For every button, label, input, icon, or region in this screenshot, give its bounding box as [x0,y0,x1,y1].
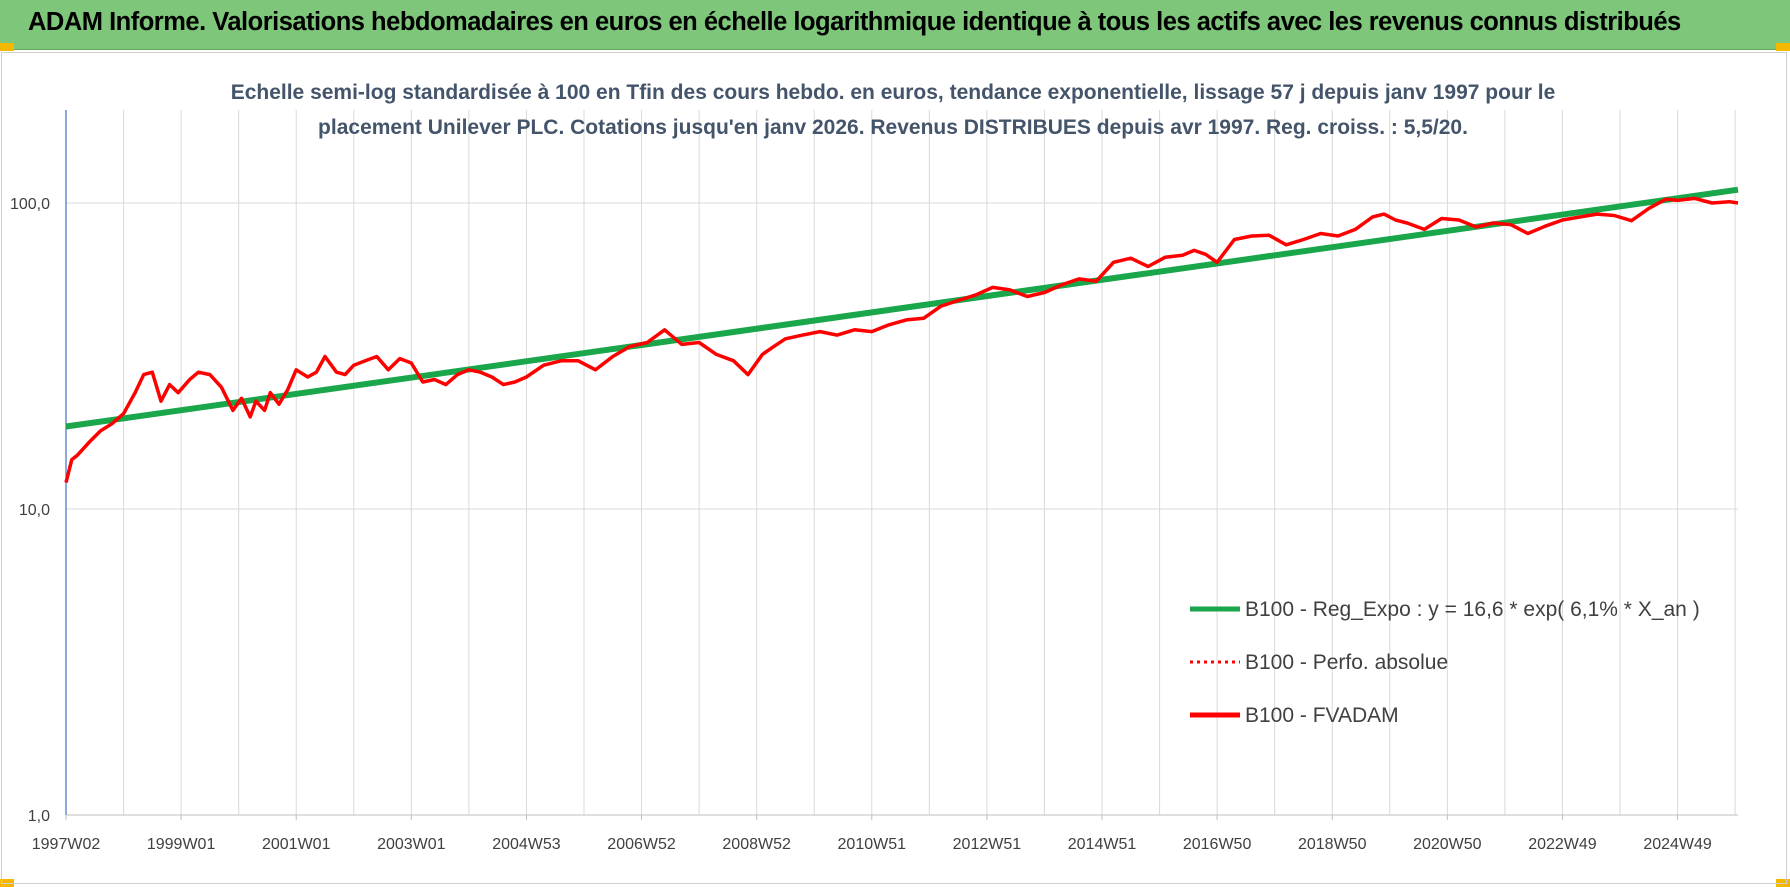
y-tick-label: 100,0 [10,196,50,213]
series-fvadam-line [64,196,1739,484]
x-tick-label: 2012W51 [953,836,1022,853]
y-tick-label: 10,0 [19,502,50,519]
series-reg-expo-line [65,186,1739,430]
legend-item-reg-expo: B100 - Reg_Expo : y = 16,6 * exp( 6,1% *… [1190,598,1700,621]
x-tick-label: 2001W01 [262,836,331,853]
x-tick-label: 2014W51 [1068,836,1137,853]
grid-layer [66,110,1738,816]
x-tick-label: 2010W51 [838,836,907,853]
x-tick-label: 2020W50 [1413,836,1482,853]
x-tick-label: 2003W01 [377,836,446,853]
x-tick-label: 2004W53 [492,836,561,853]
chart-area-border [1,52,1787,884]
x-tick-label: 2022W49 [1528,836,1597,853]
chart-subtitle-line-1: Echelle semi-log standardisée à 100 en T… [231,81,1556,104]
x-tick-label: 2018W50 [1298,836,1367,853]
x-tick-label: 2006W52 [607,836,676,853]
header-banner: ADAM Informe. Valorisations hebdomadaire… [0,0,1790,50]
corner-marker-top-left [0,43,14,51]
x-tick-label: 1999W01 [147,836,216,853]
axis-layer: 1,0 10,0 100,0 1997W02 1999W01 2001W01 2003W01… [10,110,1738,853]
corner-marker-top-right [1776,43,1790,51]
legend-item-perfo-absolue: B100 - Perfo. absolue [1190,651,1448,674]
page-title: ADAM Informe. Valorisations hebdomadaire… [28,8,1681,36]
legend-label: B100 - FVADAM [1245,704,1399,727]
x-tick-label: 2024W49 [1643,836,1712,853]
y-tick-label: 1,0 [28,808,50,825]
series-layer [64,186,1739,484]
legend-label: B100 - Reg_Expo : y = 16,6 * exp( 6,1% *… [1245,598,1700,621]
legend-item-fvadam: B100 - FVADAM [1190,704,1399,727]
chart-subtitle-line-2: placement Unilever PLC. Cotations jusqu'… [318,116,1468,139]
x-tick-label: 1997W02 [32,836,101,853]
x-tick-label: 2016W50 [1183,836,1252,853]
legend: B100 - Reg_Expo : y = 16,6 * exp( 6,1% *… [1190,598,1700,727]
x-tick-label: 2008W52 [722,836,791,853]
legend-label: B100 - Perfo. absolue [1245,651,1448,674]
